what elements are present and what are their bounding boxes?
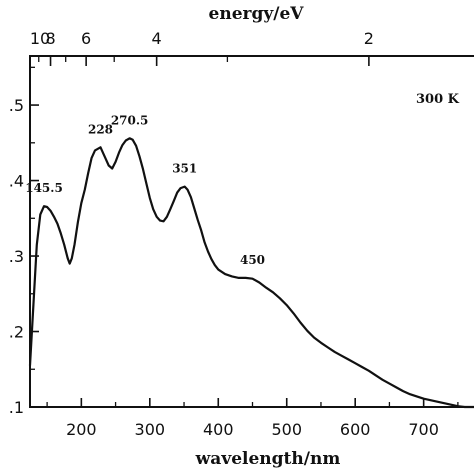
plot-frame (29, 55, 474, 408)
x-tick-label: 400 (203, 420, 234, 439)
temperature-label: 300 K (416, 92, 460, 107)
y-tick-label: .5 (9, 96, 24, 115)
y-tick-label: .4 (9, 172, 24, 191)
plot-area (29, 55, 474, 408)
peak-label: 228 (88, 122, 113, 136)
top-tick-label: 2 (364, 29, 374, 48)
top-axis-title: energy/eV (209, 4, 305, 24)
x-tick-label: 600 (340, 420, 371, 439)
x-tick-label: 500 (271, 420, 302, 439)
x-axis: 200 300 400 500 600 700 (46, 398, 459, 439)
peak-label: 145.5 (25, 181, 63, 195)
y-axis: .1 .2 .3 .4 .5 (9, 66, 39, 417)
top-tick-label: 6 (81, 29, 91, 48)
x-tick-label: 700 (408, 420, 439, 439)
top-energy-axis: 108 6 4 2 (29, 29, 374, 66)
y-tick-label: .2 (9, 323, 24, 342)
y-tick-label: .3 (9, 247, 24, 266)
top-tick-label: 8 (45, 29, 55, 48)
peak-label: 351 (172, 162, 197, 176)
x-axis-title: wavelength/nm (195, 449, 341, 469)
x-tick-label: 300 (135, 420, 166, 439)
top-tick-label: 10 (30, 29, 50, 48)
spectrum-line (28, 137, 474, 409)
x-tick-label: 200 (66, 420, 97, 439)
top-tick-label: 4 (152, 29, 162, 48)
peak-label: 270.5 (111, 113, 149, 127)
y-tick-label: .1 (9, 398, 24, 417)
peak-label: 450 (240, 253, 265, 267)
